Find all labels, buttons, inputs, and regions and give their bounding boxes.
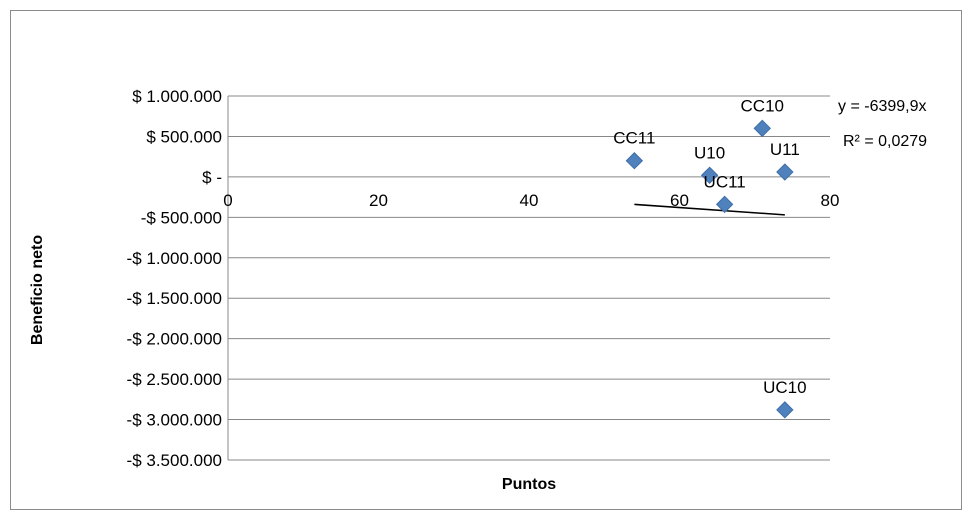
point-label-u10: U10 <box>694 143 725 162</box>
point-label-u11: U11 <box>770 140 800 159</box>
data-point-uc10 <box>776 401 794 419</box>
trendline <box>634 203 785 216</box>
y-tick-label: $ 500.000 <box>146 127 222 146</box>
x-tick-labels: 0 20 40 60 80 <box>223 191 839 210</box>
data-points <box>625 119 794 419</box>
data-point-u10 <box>700 166 719 184</box>
x-tick-label: 60 <box>670 191 689 210</box>
y-tick-labels: $ 1.000.000 $ 500.000 $ - -$ 500.000 -$ 1.00… <box>127 87 222 470</box>
data-point-u11 <box>776 163 794 181</box>
point-label-uc11: UC11 <box>704 172 746 191</box>
x-tick-label: 80 <box>821 191 840 210</box>
y-tick-label: -$ 500.000 <box>141 208 222 227</box>
x-tick-label: 0 <box>223 191 232 210</box>
y-tick-label: -$ 2.500.000 <box>127 370 222 389</box>
data-point-uc11 <box>715 195 734 214</box>
y-tick-label: $ - <box>202 168 222 187</box>
data-point-cc11 <box>625 152 644 170</box>
y-tick-label: -$ 1.500.000 <box>127 289 222 308</box>
chart-frame <box>10 10 962 510</box>
y-tick-label: -$ 1.000.000 <box>127 249 222 268</box>
y-tick-label: $ 1.000.000 <box>132 87 222 106</box>
y-tick-label: -$ 2.000.000 <box>127 330 222 349</box>
trendline-r-squared: R² = 0,0279 <box>843 133 927 150</box>
point-label-cc10: CC10 <box>741 96 784 115</box>
point-label-cc11: CC11 <box>613 129 655 148</box>
trendline-equation: y = -6399,9x <box>838 98 927 115</box>
x-tick-label: 40 <box>520 191 539 210</box>
y-tick-label: -$ 3.000.000 <box>127 411 222 430</box>
x-axis-title: Puntos <box>502 476 556 493</box>
y-tick-label: -$ 3.500.000 <box>127 451 222 470</box>
x-tick-label: 20 <box>369 191 388 210</box>
point-labels: CC10 CC11 U10 U11 UC11 UC10 <box>613 96 806 396</box>
gridlines <box>227 95 830 461</box>
data-point-cc10 <box>753 119 771 138</box>
point-label-uc10: UC10 <box>763 378 806 397</box>
y-axis-title: Beneficio neto <box>29 235 46 345</box>
